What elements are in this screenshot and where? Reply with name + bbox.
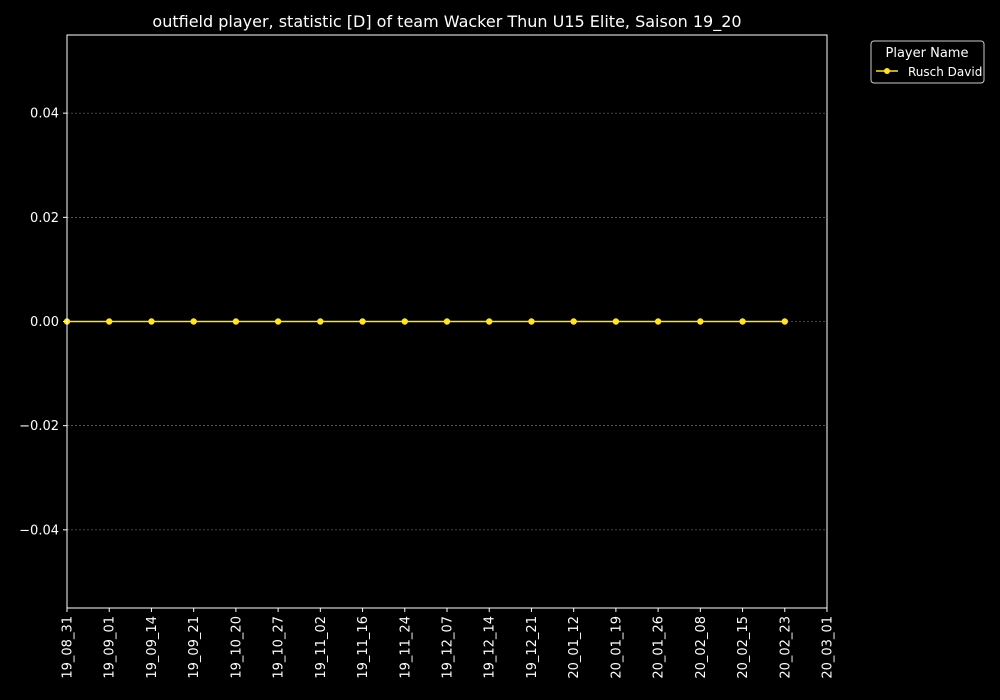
x-tick-label: 20_02_15: [736, 616, 751, 679]
data-point: [654, 318, 662, 325]
y-tick-label: 0.04: [30, 107, 59, 122]
data-point: [317, 318, 324, 325]
x-tick-label: 20_02_23: [778, 616, 793, 679]
data-point: [486, 318, 493, 325]
x-tick-label: 19_11_02: [314, 616, 329, 679]
x-tick-label: 20_01_26: [652, 616, 667, 679]
x-tick-label: 19_12_14: [483, 616, 498, 679]
legend-title: Player Name: [886, 46, 969, 61]
x-tick-label: 20_01_12: [567, 616, 582, 679]
x-tick-label: 19_09_01: [103, 616, 118, 679]
y-axis: 0.04 0.02 0.00 −0.02 −0.04: [19, 107, 67, 538]
series-group: [63, 318, 788, 325]
data-point: [401, 318, 408, 325]
x-tick-label: 19_10_27: [272, 616, 287, 679]
data-point: [612, 318, 620, 325]
x-tick-label: 19_12_07: [441, 616, 456, 679]
legend-entry-label: Rusch David: [908, 65, 982, 79]
x-tick-label: 20_02_08: [694, 616, 709, 679]
data-point: [443, 318, 451, 325]
x-tick-label: 19_10_20: [229, 616, 244, 679]
data-point: [106, 318, 113, 325]
y-tick-label: 0.00: [30, 315, 59, 330]
x-tick-label: 19_11_16: [356, 616, 371, 679]
legend-marker-swatch: [884, 68, 890, 74]
legend: Player Name Rusch David: [870, 40, 985, 84]
data-point: [274, 318, 282, 325]
y-tick-label: −0.02: [19, 419, 59, 434]
data-point: [781, 318, 788, 325]
x-tick-label: 19_12_21: [525, 616, 540, 679]
x-tick-label: 19_08_31: [61, 616, 76, 679]
x-tick-label: 20_01_19: [609, 616, 624, 679]
legend-box: [870, 40, 985, 84]
chart-title: outfield player, statistic [D] of team W…: [152, 12, 741, 32]
x-tick-label: 19_09_21: [187, 616, 202, 679]
data-point: [232, 318, 240, 325]
data-point: [148, 318, 155, 325]
y-tick-label: −0.04: [19, 523, 59, 538]
x-tick-label: 20_03_01: [821, 616, 836, 679]
x-tick-label: 19_09_14: [145, 616, 160, 679]
data-point: [697, 318, 704, 325]
data-point: [528, 318, 535, 325]
data-point: [359, 318, 366, 325]
data-point: [570, 318, 577, 325]
x-tick-label: 19_11_24: [398, 616, 413, 679]
data-point: [190, 318, 197, 325]
x-axis: 19_08_31 19_09_01 19_09_14 19_09_21 19_10_20…: [61, 608, 836, 679]
y-tick-label: 0.02: [30, 211, 59, 226]
data-point: [739, 318, 746, 325]
